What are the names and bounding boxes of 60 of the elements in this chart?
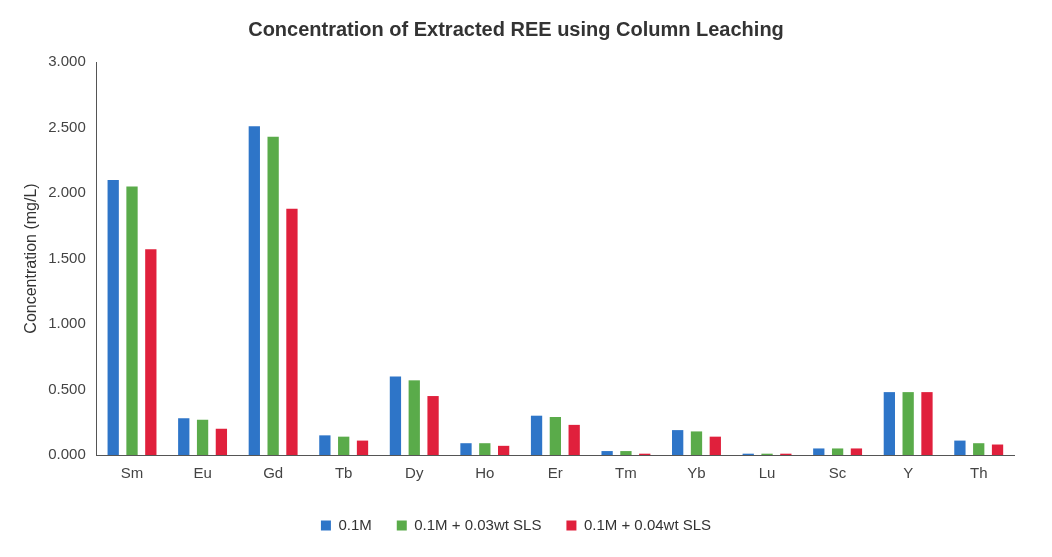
bar [196, 419, 209, 455]
y-tick-label: 1.500 [48, 248, 86, 266]
x-tick-label: Tm [615, 464, 637, 482]
bar [408, 380, 420, 455]
bar [883, 392, 895, 455]
bar [850, 448, 863, 455]
bar [973, 443, 985, 455]
bar [356, 440, 369, 455]
bar [921, 392, 933, 455]
bar [389, 376, 402, 455]
x-tick-label: Eu [193, 464, 212, 482]
legend-label: 0.1M + 0.03wt SLS [414, 515, 542, 533]
bar [319, 435, 331, 455]
x-tick-label: Y [903, 464, 914, 482]
bar [620, 451, 632, 455]
bar [145, 249, 157, 455]
legend-label: 0.1M + 0.04wt SLS [583, 515, 712, 533]
bar [338, 436, 350, 455]
y-tick-label: 0.500 [48, 379, 86, 397]
bar [549, 417, 562, 455]
bar [126, 186, 138, 455]
y-tick-label: 3.000 [48, 52, 86, 70]
chart-title: Concentration of Extracted REE using Column Leaching [248, 17, 784, 40]
bar [215, 428, 228, 455]
bar [813, 448, 825, 455]
bar [248, 126, 260, 455]
bar [902, 392, 914, 455]
x-tick-label: Sm [120, 464, 144, 482]
x-tick-label: Ho [475, 464, 495, 482]
x-tick-label: Yb [687, 464, 706, 482]
bar [568, 424, 580, 455]
bar [831, 448, 844, 455]
bar [479, 443, 491, 455]
y-tick-label: 2.500 [48, 117, 86, 135]
x-tick-label: Sc [828, 464, 847, 482]
bar [690, 431, 703, 455]
bar [107, 179, 119, 455]
x-tick-label: Dy [405, 464, 424, 482]
x-tick-label: Lu [758, 464, 776, 482]
bar [709, 436, 721, 455]
legend-label: 0.1M [338, 515, 372, 533]
bar [286, 208, 298, 455]
bar [672, 430, 684, 455]
bar [178, 418, 190, 455]
x-tick-label: Tb [334, 464, 353, 482]
bar [497, 445, 510, 455]
x-tick-label: Gd [263, 464, 284, 482]
bar [267, 136, 279, 455]
x-tick-label: Er [547, 464, 563, 482]
bar [460, 443, 472, 455]
y-tick-label: 1.000 [48, 314, 86, 332]
bar [530, 415, 543, 455]
bar [427, 396, 439, 455]
y-axis-title: Concentration (mg/L) [22, 183, 40, 334]
y-tick-label: 0.000 [48, 445, 86, 463]
y-tick-label: 2.000 [48, 183, 86, 201]
bar [601, 451, 613, 455]
x-tick-label: Th [969, 464, 988, 482]
bar [954, 440, 966, 455]
bar [991, 444, 1004, 455]
